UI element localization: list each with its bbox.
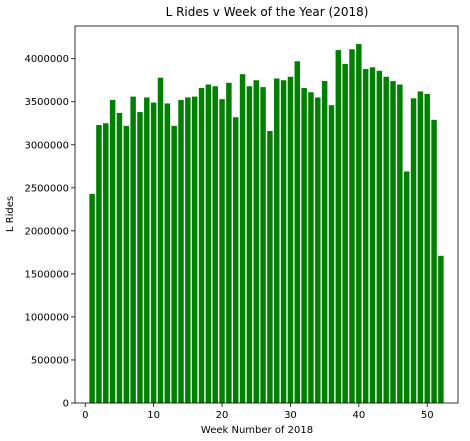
bar-week-37 (335, 50, 342, 403)
bar-week-32 (301, 87, 307, 404)
bar-week-4 (109, 100, 116, 404)
x-tick-label: 50 (421, 410, 434, 421)
bar-week-1 (89, 193, 95, 403)
y-tick-label: 2500000 (24, 183, 69, 194)
bar-week-50 (424, 93, 430, 404)
x-tick-label: 20 (216, 410, 229, 421)
bar-week-31 (294, 61, 301, 404)
bar-week-10 (150, 102, 157, 403)
bar-week-3 (103, 123, 109, 403)
bar-week-24 (246, 86, 253, 403)
y-tick-label: 1500000 (24, 269, 69, 280)
bar-week-7 (130, 96, 136, 404)
bar-week-20 (219, 99, 225, 403)
bars (89, 44, 444, 404)
bar-week-17 (198, 87, 205, 404)
chart-title: L Rides v Week of the Year (2018) (166, 5, 369, 19)
bar-week-42 (369, 67, 376, 404)
bar-week-9 (144, 97, 150, 403)
bar-week-47 (403, 171, 410, 403)
y-tick-label: 500000 (31, 355, 69, 366)
bar-week-45 (390, 81, 396, 403)
bar-week-16 (191, 96, 198, 404)
bar-week-52 (438, 255, 444, 403)
bar-week-15 (185, 97, 191, 403)
x-tick-label: 30 (284, 410, 297, 421)
bar-week-18 (205, 84, 212, 404)
bar-week-19 (212, 86, 218, 403)
y-tick-label: 4000000 (24, 54, 69, 65)
bar-week-43 (376, 70, 383, 403)
y-tick-label: 3500000 (24, 97, 69, 108)
bar-week-44 (383, 76, 389, 403)
bar-week-28 (274, 78, 280, 403)
y-tick-label: 1000000 (24, 312, 69, 323)
bar-week-40 (356, 44, 362, 403)
y-tick-label: 2000000 (24, 226, 69, 237)
bar-week-5 (116, 112, 123, 404)
bar-week-23 (239, 74, 246, 403)
bar-week-51 (431, 119, 437, 403)
bar-week-8 (137, 112, 143, 403)
bar-week-49 (417, 91, 424, 403)
x-axis-label: Week Number of 2018 (201, 425, 313, 436)
bar-week-48 (410, 98, 417, 404)
bar-week-35 (321, 81, 328, 403)
y-tick-label: 3000000 (24, 140, 69, 151)
plot-frame (74, 25, 459, 404)
x-tick-label: 0 (82, 410, 88, 421)
y-axis-label: L Rides (5, 196, 16, 232)
bar-week-39 (349, 49, 355, 404)
y-tick-label: 0 (63, 399, 69, 410)
bar-week-25 (253, 80, 259, 404)
bar-week-14 (178, 100, 184, 404)
bar-week-36 (328, 105, 335, 403)
y-axis-ticks: 0 500000 1000000 1500000 2000000 2500000 30000… (24, 54, 75, 410)
bar-week-11 (157, 77, 164, 404)
bar-week-29 (280, 80, 287, 404)
x-tick-label: 10 (147, 410, 160, 421)
bar-week-2 (96, 124, 102, 404)
bar-week-12 (164, 103, 171, 403)
bar-week-41 (362, 69, 369, 403)
bar-week-21 (226, 82, 232, 403)
bar-week-30 (287, 76, 294, 403)
x-axis-ticks: 0 10 20 30 40 50 (82, 403, 434, 421)
bar-week-22 (232, 117, 239, 404)
bar-week-13 (171, 125, 177, 403)
bar-week-46 (397, 84, 403, 404)
bar-week-38 (342, 63, 348, 404)
bar-week-33 (308, 92, 314, 404)
bar-week-27 (267, 131, 273, 403)
bar-week-34 (315, 97, 321, 403)
bar-week-26 (260, 87, 266, 403)
x-tick-label: 40 (352, 410, 365, 421)
bar-week-6 (123, 125, 130, 403)
